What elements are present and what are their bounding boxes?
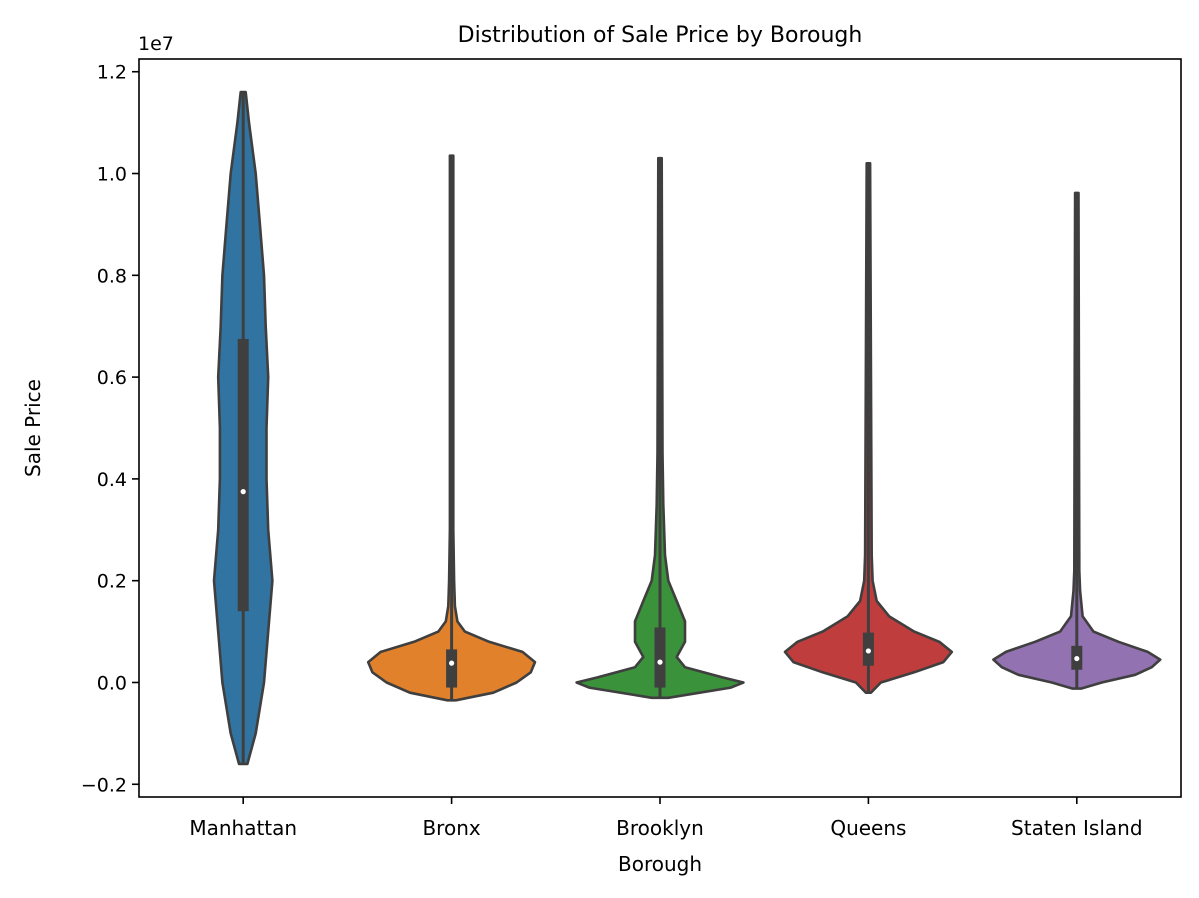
x-tick-label: Brooklyn	[616, 816, 704, 840]
violin-iqr-box	[654, 627, 666, 688]
y-offset-text: 1e7	[138, 33, 174, 55]
y-tick-label: 0.6	[97, 367, 127, 389]
violin-iqr-box	[446, 649, 458, 688]
y-tick-label: 1.0	[97, 164, 127, 186]
y-axis: −0.2 0.0 0.2 0.4 0.6 0.8 1.0 1.2	[81, 62, 139, 796]
x-tick-label: Manhattan	[189, 816, 297, 840]
violin-median-point	[1074, 655, 1080, 662]
x-tick-label: Bronx	[422, 816, 480, 840]
plot-frame	[138, 58, 1182, 798]
x-axis-label: Borough	[618, 852, 702, 876]
y-tick-label: −0.2	[81, 774, 127, 796]
x-tick-label: Staten Island	[1011, 816, 1142, 840]
y-axis-label: Sale Price	[21, 379, 45, 477]
y-tick-label: 0.8	[97, 265, 127, 287]
violins-group	[212, 90, 1162, 766]
y-tick-label: 0.0	[97, 672, 127, 694]
x-axis: Manhattan Bronx Brooklyn Queens Staten Islan…	[189, 797, 1143, 840]
violin-median-point	[240, 489, 246, 495]
violin-median-point	[657, 659, 663, 665]
chart-title: Distribution of Sale Price by Borough	[458, 23, 863, 48]
violin-median-point	[865, 648, 872, 654]
violin-median-point	[449, 660, 455, 666]
y-tick-label: 0.2	[97, 571, 127, 593]
y-tick-label: 0.4	[97, 469, 127, 491]
y-tick-label: 1.2	[97, 62, 127, 84]
violin-iqr-box	[237, 338, 249, 612]
x-tick-label: Queens	[830, 816, 906, 840]
